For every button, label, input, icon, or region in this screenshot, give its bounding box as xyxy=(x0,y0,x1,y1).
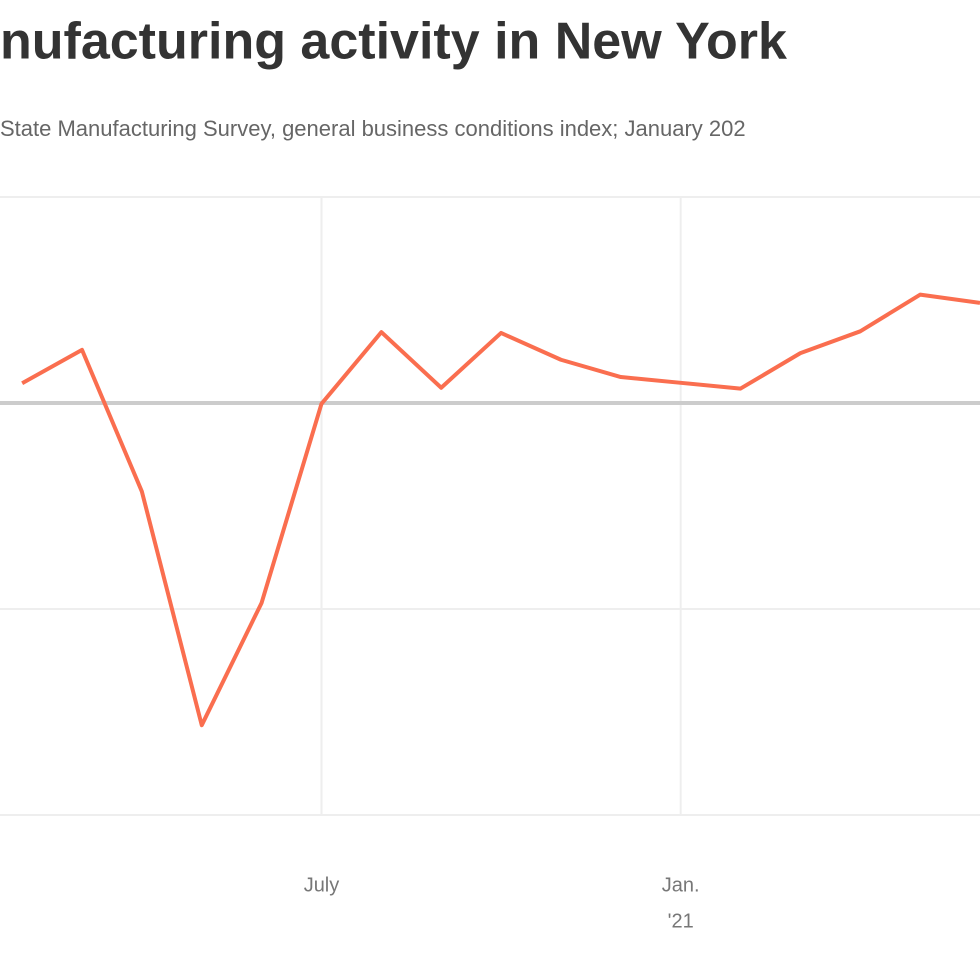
x-tick-label: July xyxy=(304,874,340,896)
x-tick-label: '21 xyxy=(668,910,694,932)
chart-subtitle: State Manufacturing Survey, general busi… xyxy=(0,116,746,141)
x-tick-label: Jan. xyxy=(662,874,700,896)
data-line xyxy=(21,292,980,728)
chart-title: nufacturing activity in New York xyxy=(0,13,787,71)
